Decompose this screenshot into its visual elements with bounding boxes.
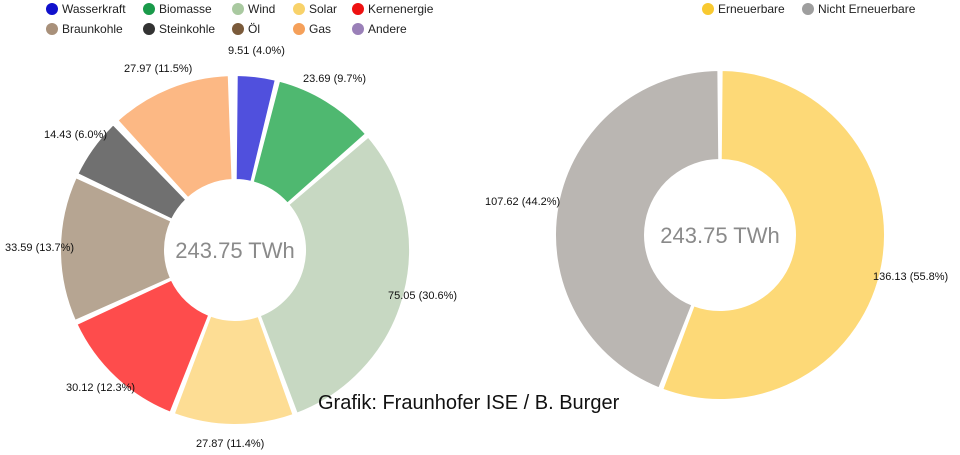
slice-wind[interactable] [258,135,411,416]
legend-label: Nicht Erneuerbare [818,2,916,16]
legend-label: Steinkohle [159,22,216,36]
legend-item-wasserkraft[interactable]: Wasserkraft [46,2,126,16]
legend-swatch-icon [293,23,305,35]
slice-erneuerbare[interactable] [660,68,886,401]
legend-swatch-icon [702,3,714,15]
legend-item-kernenergie[interactable]: Kernenergie [352,2,433,16]
legend-item-braunkohle[interactable]: Braunkohle [46,22,123,36]
legend-label: Andere [368,22,407,36]
slice-steinkohle[interactable] [76,122,188,221]
legend-item-oel[interactable]: Öl [232,22,260,36]
legend-swatch-icon [352,3,364,15]
legend-label: Erneuerbare [718,2,785,16]
legend-item-nicht-erneuerbare[interactable]: Nicht Erneuerbare [802,2,915,16]
center-total-label: 243.75 TWh [660,223,779,248]
data-label-solar: 27.87 (11.4%) [196,438,264,450]
legend-label: Wasserkraft [62,2,126,16]
data-label-erneuerbare: 136.13 (55.8%) [873,271,948,283]
center-total-label: 243.75 TWh [175,238,294,263]
legend-swatch-icon [143,23,155,35]
slice-solar[interactable] [172,314,295,426]
data-label-wasserkraft: 9.51 (4.0%) [228,45,285,57]
slice-gas[interactable] [115,74,234,200]
slice-wasserkraft[interactable] [234,73,277,184]
legend-swatch-icon [802,3,814,15]
data-label-biomasse: 23.69 (9.7%) [303,73,366,85]
legend-label: Öl [248,22,260,36]
legend-label: Wind [248,2,276,16]
legend-item-wind[interactable]: Wind [232,2,275,16]
legend-label: Gas [309,22,332,36]
legend-item-gas[interactable]: Gas [293,22,331,36]
legend-swatch-icon [143,3,155,15]
legend-label: Kernenergie [368,2,434,16]
slice-andere[interactable] [231,73,236,182]
legend-label: Solar [309,2,338,16]
legend-item-andere[interactable]: Andere [352,22,407,36]
legend-item-steinkohle[interactable]: Steinkohle [143,22,215,36]
data-label-braunkohle: 33.59 (13.7%) [5,242,74,254]
slice-braunkohle[interactable] [59,175,173,323]
legend-item-biomasse[interactable]: Biomasse [143,2,212,16]
legend-label: Biomasse [159,2,212,16]
slice-nicht-erneuerbare[interactable] [554,68,721,390]
legend-item-solar[interactable]: Solar [293,2,337,16]
legend-swatch-icon [46,3,58,15]
legend-swatch-icon [293,3,305,15]
legend-swatch-icon [352,23,364,35]
data-label-wind: 75.05 (30.6%) [388,290,457,302]
data-label-nicht-erneuerbare: 107.62 (44.2%) [485,196,560,208]
slice-kernenergie[interactable] [75,278,211,414]
legend-label: Braunkohle [62,22,123,36]
legend-swatch-icon [232,3,244,15]
legend-swatch-icon [46,23,58,35]
legend-item-erneuerbare[interactable]: Erneuerbare [702,2,785,16]
data-label-kernenergie: 30.12 (12.3%) [66,382,135,394]
data-label-gas: 27.97 (11.5%) [124,63,192,75]
legend-swatch-icon [232,23,244,35]
credit-text: Grafik: Fraunhofer ISE / B. Burger [318,392,620,414]
slice-biomasse[interactable] [251,79,368,205]
data-label-steinkohle: 14.43 (6.0%) [44,129,107,141]
